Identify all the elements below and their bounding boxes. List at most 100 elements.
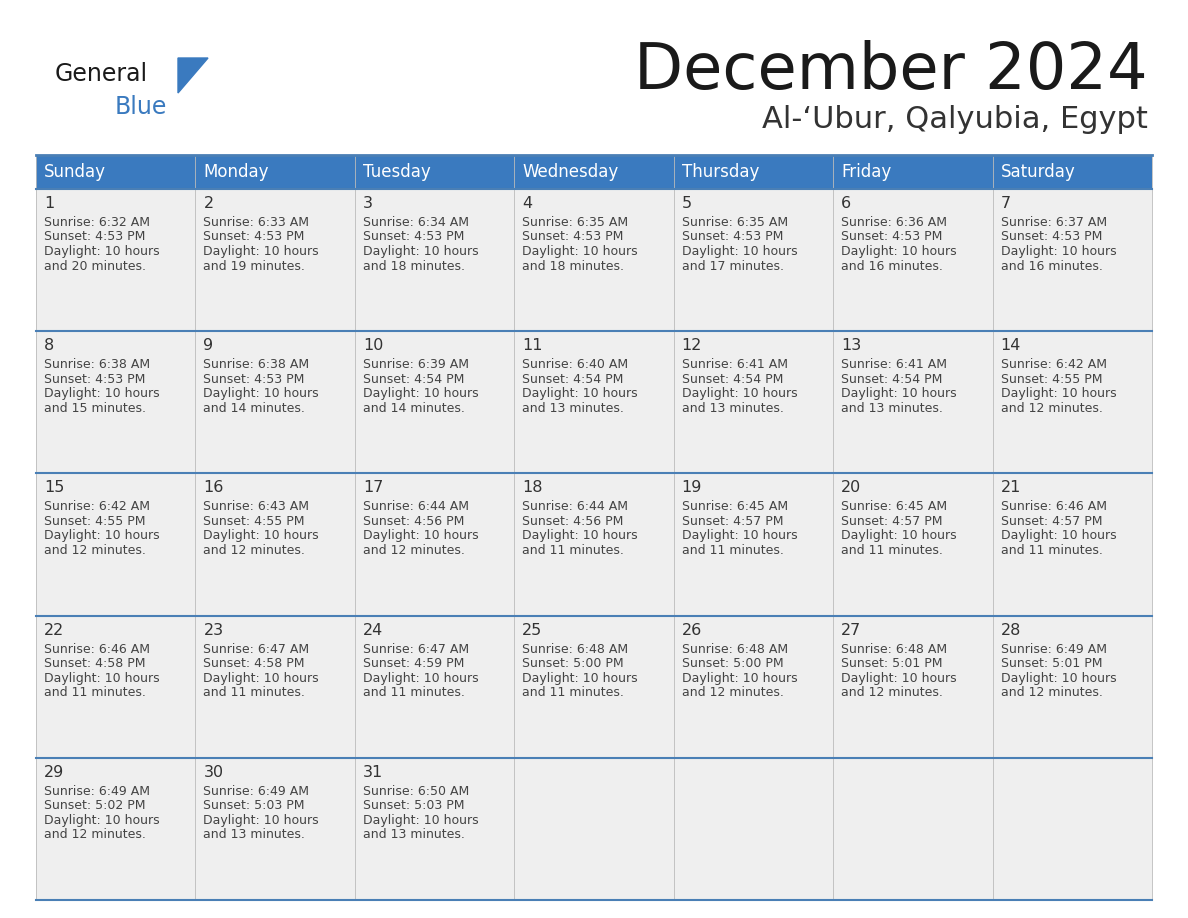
Text: Monday: Monday xyxy=(203,163,268,181)
Text: Sunset: 5:01 PM: Sunset: 5:01 PM xyxy=(1000,657,1102,670)
Text: Sunrise: 6:48 AM: Sunrise: 6:48 AM xyxy=(841,643,947,655)
Bar xyxy=(992,474,1152,616)
Text: Daylight: 10 hours: Daylight: 10 hours xyxy=(44,672,159,685)
Text: Sunset: 4:53 PM: Sunset: 4:53 PM xyxy=(362,230,465,243)
Text: Thursday: Thursday xyxy=(682,163,759,181)
Text: Sunset: 4:53 PM: Sunset: 4:53 PM xyxy=(203,230,305,243)
Bar xyxy=(833,189,992,331)
Text: Sunrise: 6:48 AM: Sunrise: 6:48 AM xyxy=(523,643,628,655)
Text: 14: 14 xyxy=(1000,338,1020,353)
Text: and 12 minutes.: and 12 minutes. xyxy=(1000,402,1102,415)
Text: Daylight: 10 hours: Daylight: 10 hours xyxy=(203,813,320,827)
Text: 25: 25 xyxy=(523,622,543,638)
Text: and 12 minutes.: and 12 minutes. xyxy=(682,686,784,700)
Text: Daylight: 10 hours: Daylight: 10 hours xyxy=(523,530,638,543)
Text: Sunset: 4:56 PM: Sunset: 4:56 PM xyxy=(362,515,465,528)
Bar xyxy=(992,757,1152,900)
Text: Daylight: 10 hours: Daylight: 10 hours xyxy=(1000,530,1117,543)
Text: Sunset: 4:54 PM: Sunset: 4:54 PM xyxy=(362,373,465,386)
Text: and 12 minutes.: and 12 minutes. xyxy=(44,543,146,557)
Text: Daylight: 10 hours: Daylight: 10 hours xyxy=(841,672,956,685)
Text: and 12 minutes.: and 12 minutes. xyxy=(362,543,465,557)
Text: Daylight: 10 hours: Daylight: 10 hours xyxy=(1000,245,1117,258)
Text: and 13 minutes.: and 13 minutes. xyxy=(841,402,943,415)
Text: Sunset: 5:01 PM: Sunset: 5:01 PM xyxy=(841,657,942,670)
Text: 6: 6 xyxy=(841,196,852,211)
Bar xyxy=(355,757,514,900)
Text: Sunset: 5:00 PM: Sunset: 5:00 PM xyxy=(682,657,783,670)
Text: Sunset: 4:58 PM: Sunset: 4:58 PM xyxy=(203,657,305,670)
Text: and 12 minutes.: and 12 minutes. xyxy=(203,543,305,557)
Bar xyxy=(674,474,833,616)
Text: Sunset: 4:53 PM: Sunset: 4:53 PM xyxy=(682,230,783,243)
Text: Daylight: 10 hours: Daylight: 10 hours xyxy=(1000,672,1117,685)
Text: 8: 8 xyxy=(44,338,55,353)
Bar xyxy=(36,616,196,757)
Text: 13: 13 xyxy=(841,338,861,353)
Text: 29: 29 xyxy=(44,765,64,779)
Text: Daylight: 10 hours: Daylight: 10 hours xyxy=(1000,387,1117,400)
Text: 15: 15 xyxy=(44,480,64,496)
Text: and 20 minutes.: and 20 minutes. xyxy=(44,260,146,273)
Text: 16: 16 xyxy=(203,480,223,496)
Text: and 13 minutes.: and 13 minutes. xyxy=(682,402,784,415)
Text: Daylight: 10 hours: Daylight: 10 hours xyxy=(362,245,479,258)
Text: and 12 minutes.: and 12 minutes. xyxy=(841,686,943,700)
Text: Sunset: 4:53 PM: Sunset: 4:53 PM xyxy=(1000,230,1102,243)
Text: 3: 3 xyxy=(362,196,373,211)
Text: Sunset: 4:53 PM: Sunset: 4:53 PM xyxy=(44,373,145,386)
Text: Sunset: 4:55 PM: Sunset: 4:55 PM xyxy=(44,515,145,528)
Text: December 2024: December 2024 xyxy=(634,40,1148,102)
Bar xyxy=(514,331,674,474)
Bar xyxy=(355,189,514,331)
Text: and 11 minutes.: and 11 minutes. xyxy=(523,543,624,557)
Text: Tuesday: Tuesday xyxy=(362,163,430,181)
Text: 23: 23 xyxy=(203,622,223,638)
Text: Sunset: 5:03 PM: Sunset: 5:03 PM xyxy=(362,800,465,812)
Text: Sunrise: 6:49 AM: Sunrise: 6:49 AM xyxy=(1000,643,1106,655)
Text: Sunset: 4:54 PM: Sunset: 4:54 PM xyxy=(682,373,783,386)
Text: Sunrise: 6:44 AM: Sunrise: 6:44 AM xyxy=(523,500,628,513)
Text: Daylight: 10 hours: Daylight: 10 hours xyxy=(523,245,638,258)
Text: Sunrise: 6:45 AM: Sunrise: 6:45 AM xyxy=(841,500,947,513)
Text: Daylight: 10 hours: Daylight: 10 hours xyxy=(362,530,479,543)
Bar xyxy=(196,474,355,616)
Bar xyxy=(992,331,1152,474)
Text: Daylight: 10 hours: Daylight: 10 hours xyxy=(682,245,797,258)
Bar xyxy=(36,155,1152,189)
Text: Sunrise: 6:38 AM: Sunrise: 6:38 AM xyxy=(203,358,310,371)
Bar xyxy=(196,757,355,900)
Text: Sunrise: 6:37 AM: Sunrise: 6:37 AM xyxy=(1000,216,1107,229)
Text: Daylight: 10 hours: Daylight: 10 hours xyxy=(203,530,320,543)
Text: 7: 7 xyxy=(1000,196,1011,211)
Bar xyxy=(514,757,674,900)
Bar xyxy=(833,331,992,474)
Text: Sunrise: 6:40 AM: Sunrise: 6:40 AM xyxy=(523,358,628,371)
Text: Sunrise: 6:42 AM: Sunrise: 6:42 AM xyxy=(44,500,150,513)
Bar xyxy=(196,331,355,474)
Text: Sunrise: 6:47 AM: Sunrise: 6:47 AM xyxy=(362,643,469,655)
Text: Sunset: 5:00 PM: Sunset: 5:00 PM xyxy=(523,657,624,670)
Text: 10: 10 xyxy=(362,338,384,353)
Bar xyxy=(674,757,833,900)
Text: Sunset: 4:53 PM: Sunset: 4:53 PM xyxy=(203,373,305,386)
Bar xyxy=(674,616,833,757)
Text: 26: 26 xyxy=(682,622,702,638)
Text: Sunrise: 6:36 AM: Sunrise: 6:36 AM xyxy=(841,216,947,229)
Bar xyxy=(514,616,674,757)
Text: Sunrise: 6:46 AM: Sunrise: 6:46 AM xyxy=(44,643,150,655)
Text: Sunset: 4:54 PM: Sunset: 4:54 PM xyxy=(841,373,942,386)
Bar xyxy=(833,757,992,900)
Text: Daylight: 10 hours: Daylight: 10 hours xyxy=(841,530,956,543)
Text: Sunrise: 6:34 AM: Sunrise: 6:34 AM xyxy=(362,216,469,229)
Text: Sunset: 4:54 PM: Sunset: 4:54 PM xyxy=(523,373,624,386)
Bar xyxy=(355,616,514,757)
Text: Sunrise: 6:35 AM: Sunrise: 6:35 AM xyxy=(682,216,788,229)
Text: Sunrise: 6:33 AM: Sunrise: 6:33 AM xyxy=(203,216,309,229)
Bar xyxy=(355,331,514,474)
Bar xyxy=(992,189,1152,331)
Text: Sunrise: 6:45 AM: Sunrise: 6:45 AM xyxy=(682,500,788,513)
Text: Sunrise: 6:41 AM: Sunrise: 6:41 AM xyxy=(682,358,788,371)
Polygon shape xyxy=(178,58,208,93)
Text: Daylight: 10 hours: Daylight: 10 hours xyxy=(44,387,159,400)
